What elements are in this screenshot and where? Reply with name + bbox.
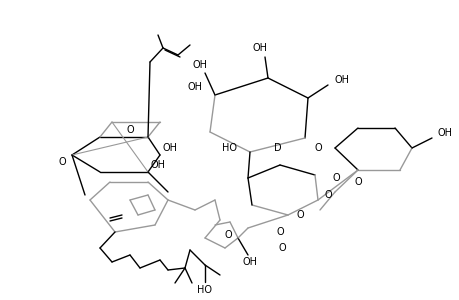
Text: O: O [278, 243, 285, 253]
Text: HO: HO [222, 143, 237, 153]
Text: OH: OH [150, 160, 165, 170]
Text: O: O [275, 227, 283, 237]
Text: OH: OH [242, 257, 257, 267]
Text: HO: HO [197, 285, 212, 295]
Text: O: O [324, 190, 331, 200]
Text: OH: OH [162, 143, 177, 153]
Text: O: O [126, 125, 134, 135]
Text: O: O [58, 157, 66, 167]
Text: OH: OH [334, 75, 349, 85]
Text: O: O [353, 177, 361, 187]
Text: O: O [331, 173, 339, 183]
Text: OH: OH [187, 82, 202, 92]
Text: OH: OH [437, 128, 452, 138]
Text: O: O [313, 143, 321, 153]
Text: OH: OH [252, 43, 267, 53]
Text: O: O [296, 210, 303, 220]
Text: D: D [274, 143, 281, 153]
Text: OH: OH [192, 60, 207, 70]
Text: O: O [224, 230, 231, 240]
